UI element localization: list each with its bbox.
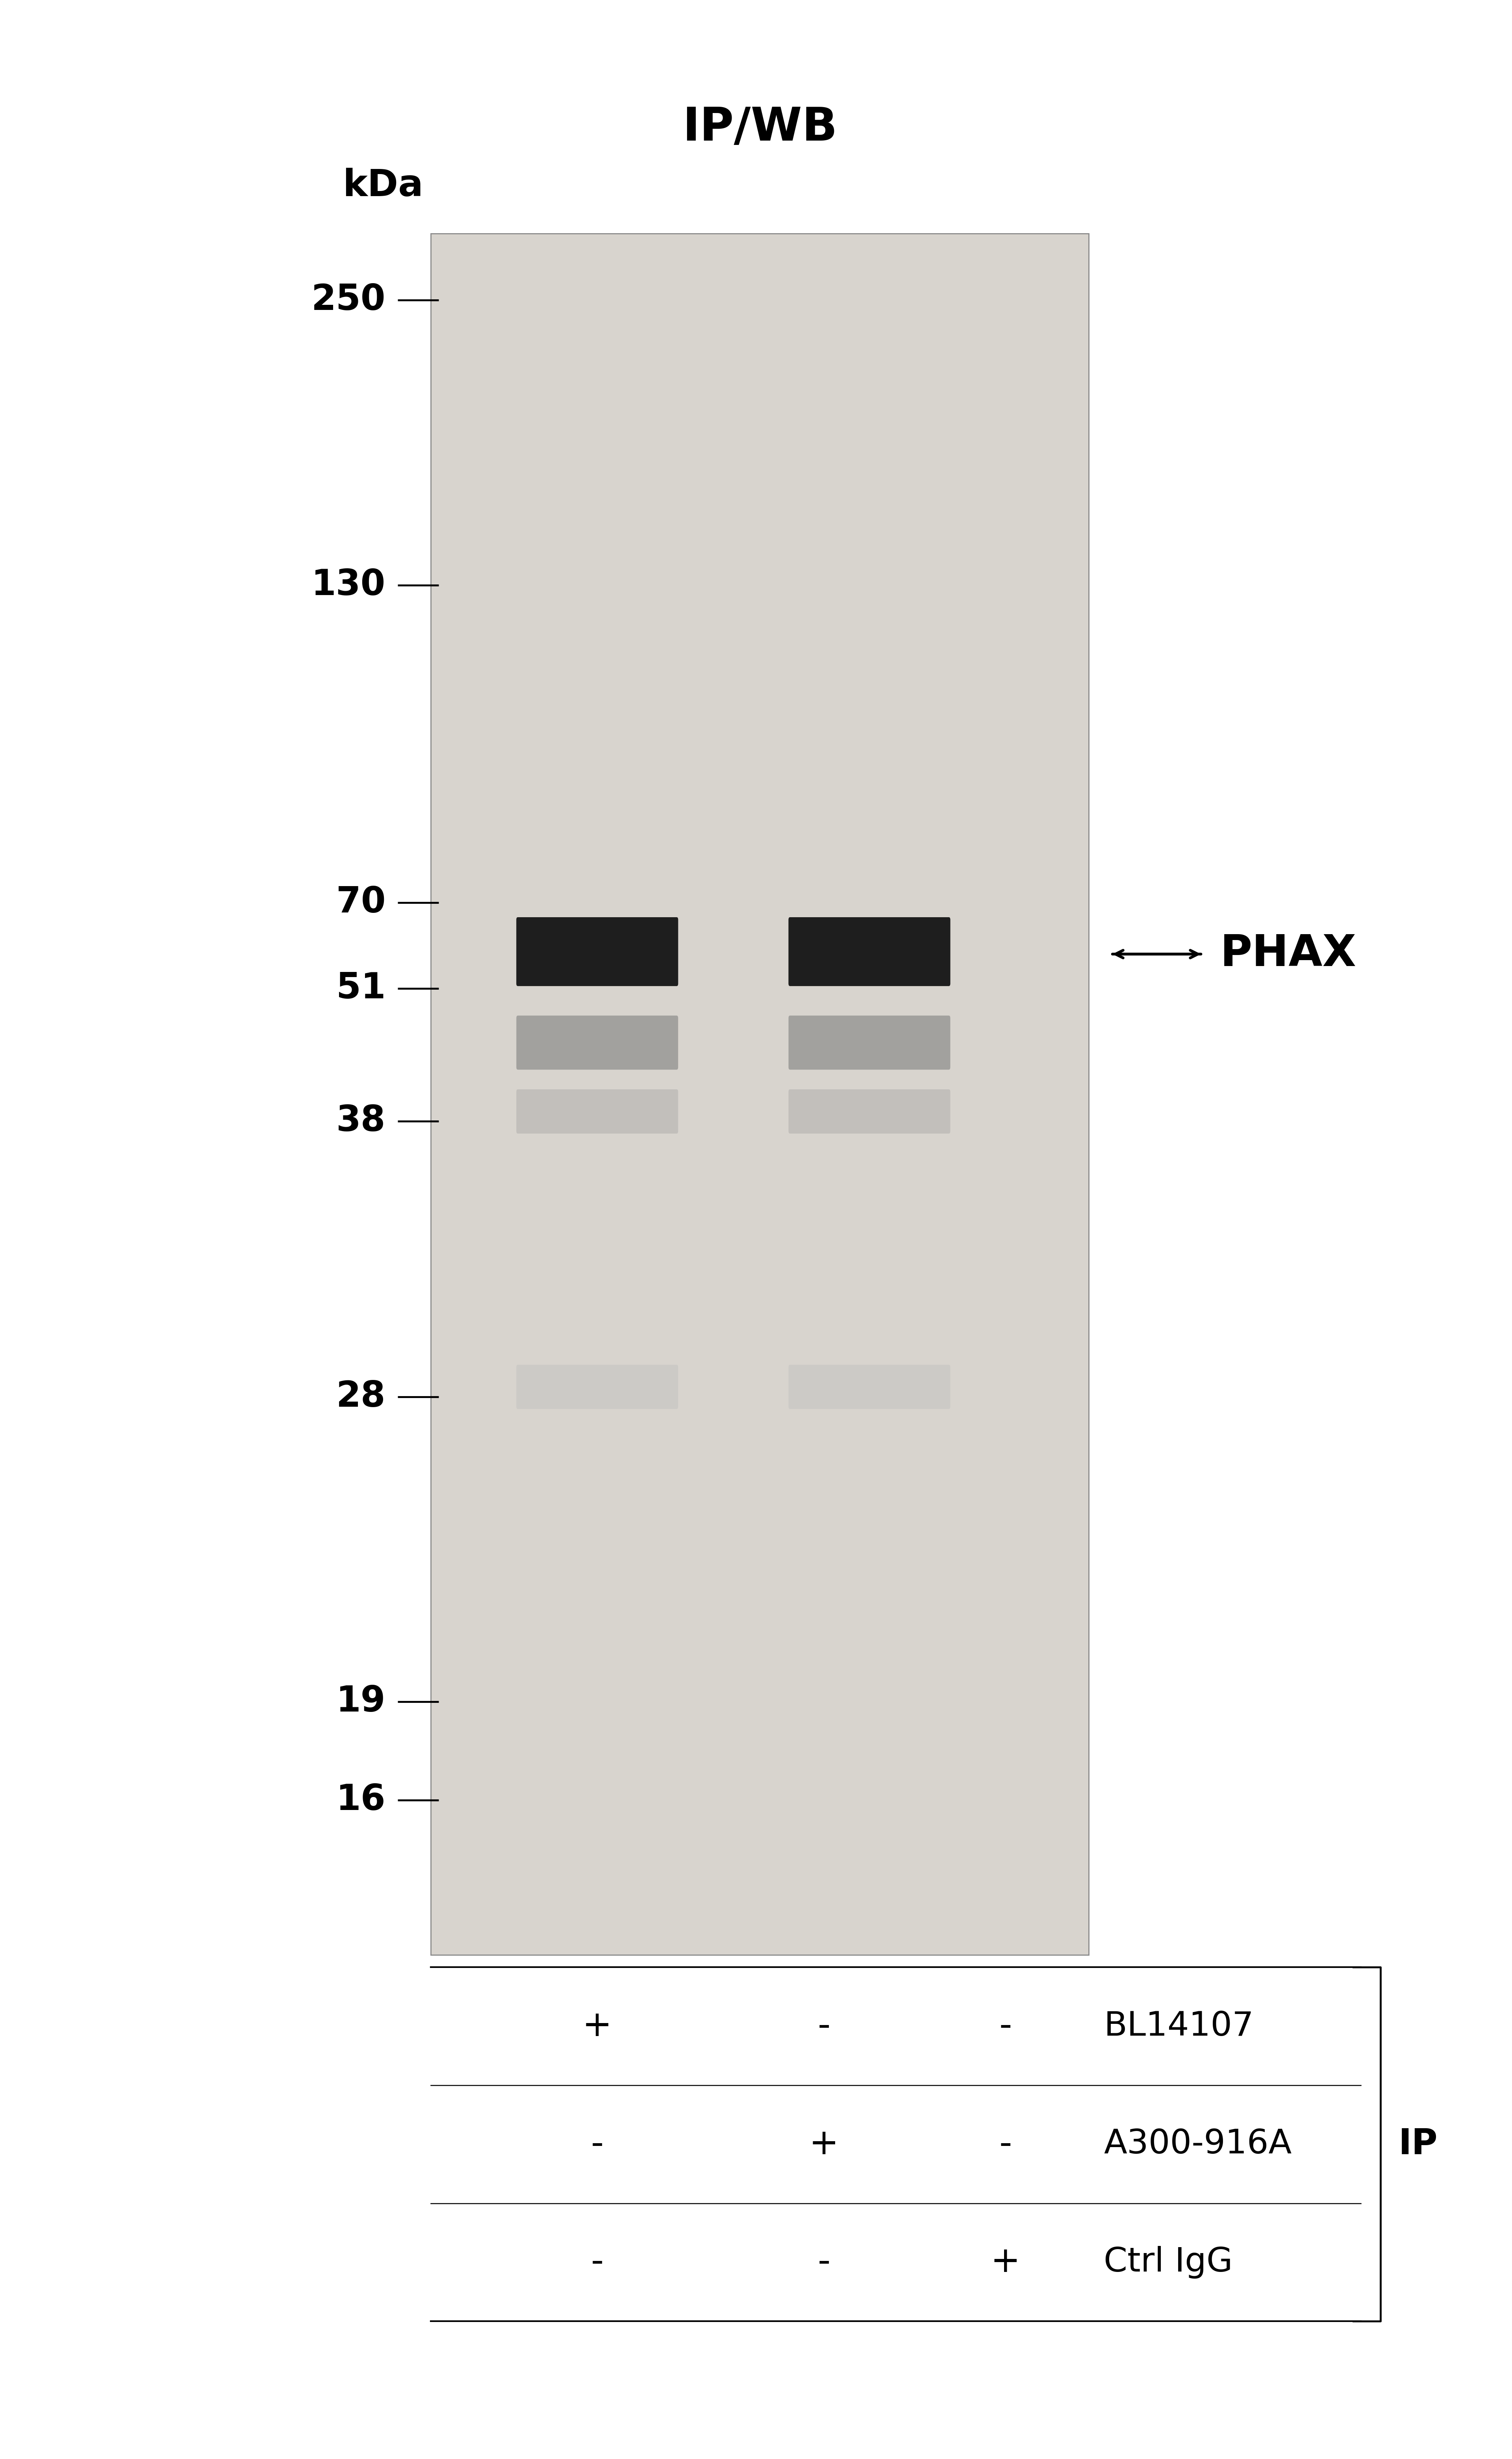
FancyBboxPatch shape (517, 1089, 677, 1134)
Text: IP/WB: IP/WB (682, 106, 838, 150)
Text: Ctrl IgG: Ctrl IgG (1104, 2245, 1232, 2279)
FancyBboxPatch shape (789, 917, 950, 986)
Text: 16: 16 (336, 1783, 386, 1817)
FancyBboxPatch shape (517, 917, 677, 986)
Bar (431, 234, 1089, 1955)
Text: kDa: kDa (343, 167, 423, 204)
Text: -: - (999, 2127, 1012, 2161)
Text: A300-916A: A300-916A (1104, 2127, 1291, 2161)
Text: IP: IP (1399, 2127, 1438, 2161)
Text: +: + (809, 2127, 839, 2161)
FancyBboxPatch shape (517, 1365, 677, 1409)
Text: +: + (990, 2245, 1021, 2279)
FancyBboxPatch shape (789, 1365, 950, 1409)
Text: -: - (591, 2127, 603, 2161)
Text: BL14107: BL14107 (1104, 2009, 1253, 2043)
Text: -: - (818, 2245, 830, 2279)
FancyBboxPatch shape (517, 1016, 677, 1070)
Text: 130: 130 (311, 568, 386, 602)
Text: 70: 70 (336, 885, 386, 920)
Text: PHAX: PHAX (1220, 932, 1356, 976)
Text: -: - (591, 2245, 603, 2279)
FancyBboxPatch shape (517, 917, 677, 986)
FancyBboxPatch shape (789, 917, 950, 986)
FancyBboxPatch shape (789, 1016, 950, 1070)
Text: -: - (818, 2009, 830, 2043)
Text: 51: 51 (336, 971, 386, 1006)
Text: 19: 19 (336, 1684, 386, 1719)
FancyBboxPatch shape (789, 1089, 950, 1134)
Text: 38: 38 (336, 1104, 386, 1139)
Text: 28: 28 (336, 1379, 386, 1414)
Text: +: + (582, 2009, 612, 2043)
Text: 250: 250 (311, 283, 386, 317)
Text: -: - (999, 2009, 1012, 2043)
